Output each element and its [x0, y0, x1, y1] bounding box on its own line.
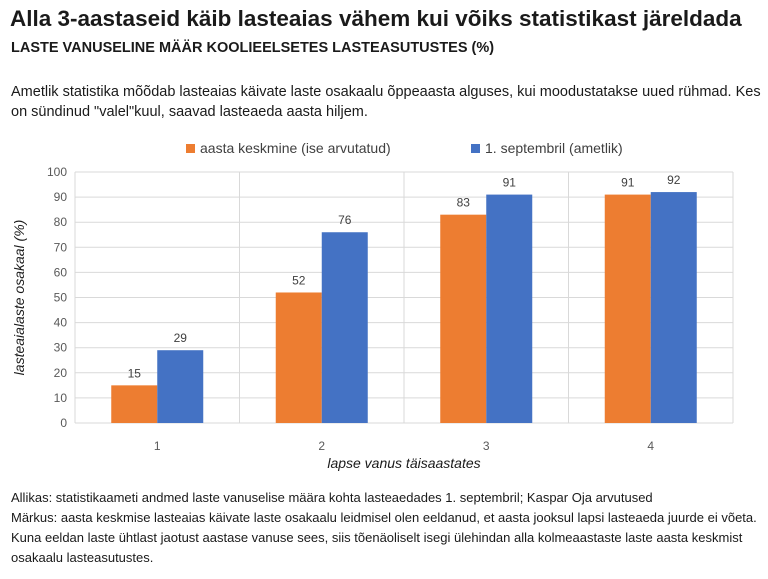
x-tick-label: 4 — [647, 439, 654, 453]
y-tick-label: 50 — [54, 291, 68, 305]
bar-series-2 — [650, 192, 697, 423]
data-label: 29 — [174, 331, 188, 345]
y-tick-label: 20 — [54, 366, 68, 380]
legend-entry: aasta keskmine (ise arvutatud) — [200, 140, 391, 156]
x-tick-label: 2 — [318, 439, 325, 453]
x-axis-title: lapse vanus täisaastates — [327, 455, 480, 471]
data-label: 91 — [503, 176, 517, 190]
legend-entry: 1. septembril (ametlik) — [485, 140, 623, 156]
y-tick-label: 70 — [54, 240, 68, 254]
y-tick-label: 30 — [54, 341, 68, 355]
chart-footer: Allikas: statistikaameti andmed laste va… — [11, 488, 761, 568]
x-tick-label: 3 — [483, 439, 490, 453]
y-tick-label: 0 — [60, 416, 67, 430]
data-label: 52 — [292, 273, 306, 287]
legend-marker — [186, 144, 195, 153]
legend-marker — [471, 144, 480, 153]
x-tick-label: 1 — [154, 439, 161, 453]
y-tick-label: 40 — [54, 316, 68, 330]
y-tick-label: 100 — [47, 165, 67, 179]
bar-series-1 — [275, 292, 322, 423]
bar-series-2 — [321, 232, 368, 423]
data-label: 83 — [457, 196, 471, 210]
source-note: Allikas: statistikaameti andmed laste va… — [11, 490, 653, 505]
data-label: 92 — [667, 173, 681, 187]
bar-series-1 — [111, 385, 158, 423]
bar-series-2 — [157, 350, 204, 423]
bar-series-2 — [486, 194, 533, 423]
data-label: 15 — [128, 366, 142, 380]
chart-title: Alla 3-aastaseid käib lasteaias vähem ku… — [10, 6, 742, 31]
data-label: 76 — [338, 213, 352, 227]
data-label: 91 — [621, 176, 635, 190]
bar-series-1 — [440, 214, 487, 423]
y-axis-title: lasteaialaste osakaal (%) — [11, 220, 27, 376]
y-tick-label: 80 — [54, 215, 68, 229]
y-tick-label: 10 — [54, 391, 68, 405]
y-tick-label: 90 — [54, 190, 68, 204]
chart-subtitle: LASTE VANUSELINE MÄÄR KOOLIEELSETES LAST… — [11, 40, 495, 56]
y-tick-label: 60 — [54, 265, 68, 279]
chart-description: Ametlik statistika mõõdab lasteaias käiv… — [11, 84, 761, 120]
remark-note: Märkus: aasta keskmise lasteaias käivate… — [11, 510, 757, 565]
bar-series-1 — [604, 194, 651, 423]
